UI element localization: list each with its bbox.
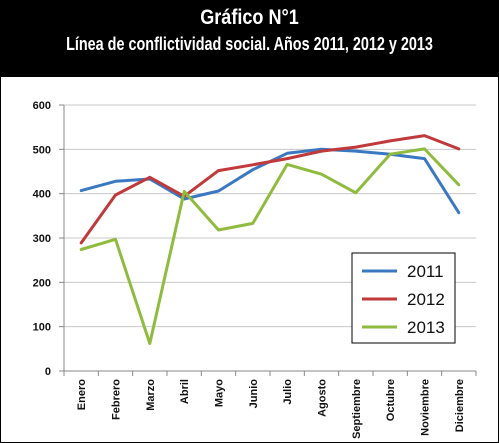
chart-subtitle: Línea de conflictividad social. Años 201… [66, 34, 433, 54]
x-tick-label: Agosto [317, 379, 329, 417]
legend-label-2012: 2012 [407, 290, 445, 309]
x-tick-label: Marzo [145, 379, 157, 411]
x-tick-label: Abril [179, 379, 191, 404]
x-tick-label: Febrero [111, 379, 123, 420]
y-tick-label: 400 [33, 189, 51, 201]
series-line-2013 [79, 147, 461, 345]
x-tick-label: Octubre [385, 379, 397, 421]
y-tick-label: 0 [45, 366, 51, 378]
x-tick-label: Noviembre [420, 379, 432, 436]
legend-label-2011: 2011 [407, 262, 444, 281]
y-tick-label: 600 [33, 100, 51, 112]
legend-label-2013: 2013 [407, 318, 445, 337]
y-tick-label: 100 [33, 322, 51, 334]
x-tick-label: Mayo [214, 379, 226, 407]
x-tick-label: Enero [76, 379, 88, 410]
series-line-2012 [79, 134, 461, 245]
x-tick-label: Septiembre [351, 379, 363, 439]
y-tick-label: 200 [33, 277, 51, 289]
chart-header: Gráfico N°1 Línea de conflictividad soci… [1, 1, 498, 77]
series-line-2011 [79, 147, 461, 215]
x-tick-label: Junio [248, 379, 260, 409]
x-tick-label: Julio [282, 379, 294, 405]
y-tick-label: 300 [33, 233, 51, 245]
chart-title: Gráfico N°1 [200, 6, 299, 29]
x-tick-label: Diciembre [454, 379, 466, 432]
y-tick-label: 500 [33, 144, 51, 156]
